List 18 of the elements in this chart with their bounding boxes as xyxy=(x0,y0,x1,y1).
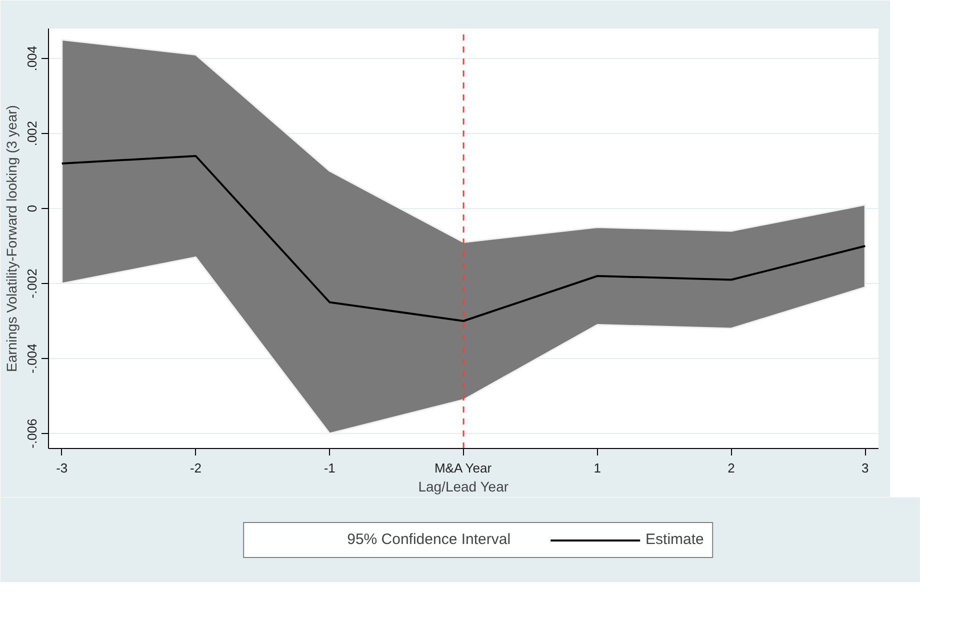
y-tick-label: -.002 xyxy=(24,268,40,298)
line-series xyxy=(60,155,866,322)
x-tick-label: -1 xyxy=(324,460,336,476)
x-tick-label: M&A Year xyxy=(434,460,492,476)
text: 95% Confidence Interval xyxy=(347,531,511,548)
y-tick-label: .002 xyxy=(24,120,40,146)
x-tick-label: 1 xyxy=(594,460,601,476)
y-tick-label: 0 xyxy=(24,204,40,212)
text: Estimate xyxy=(646,531,704,548)
x-axis-title: Lag/Lead Year xyxy=(418,478,509,494)
x-tick-label: 2 xyxy=(728,460,735,476)
x-tick-label: 3 xyxy=(862,460,869,476)
y-tick-label: .004 xyxy=(24,46,40,72)
y-axis-title: Earnings Volatility-Forward looking (3 year) xyxy=(4,105,20,372)
x-tick-label: -3 xyxy=(56,460,68,476)
y-tick-label: -.004 xyxy=(24,344,40,374)
y-tick-label: -.006 xyxy=(24,418,40,448)
x-tick-label: -2 xyxy=(190,460,202,476)
